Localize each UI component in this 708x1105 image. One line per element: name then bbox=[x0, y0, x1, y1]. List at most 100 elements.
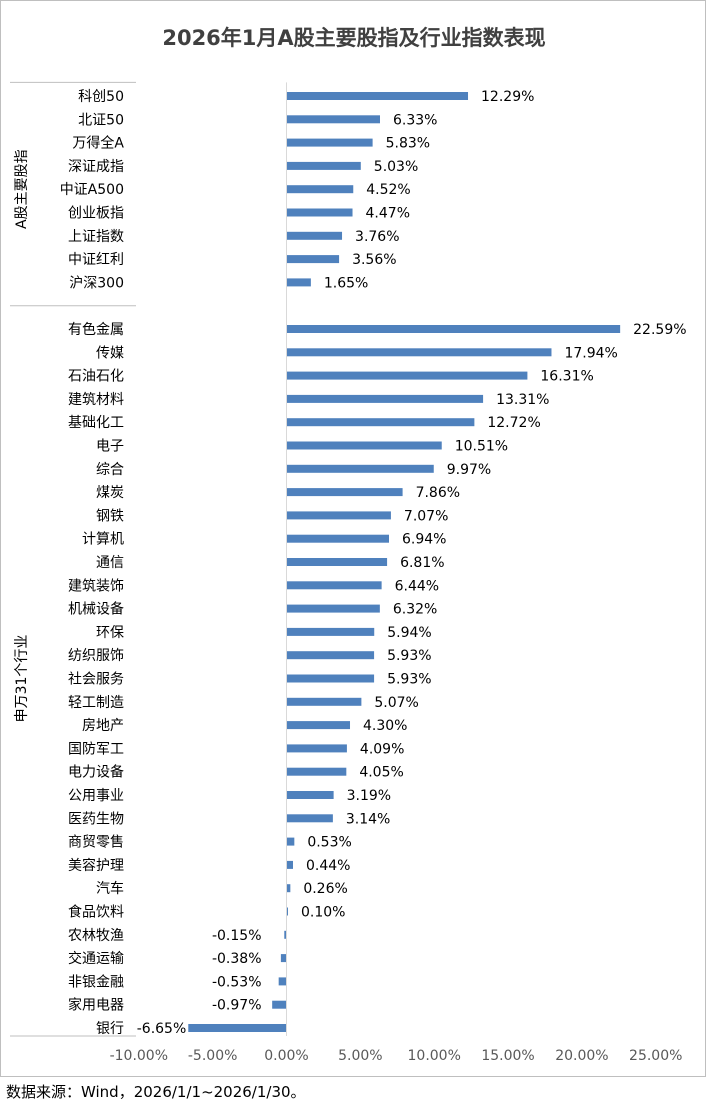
data-label: 13.31% bbox=[496, 392, 549, 408]
category-label: 科创50 bbox=[78, 89, 124, 105]
data-label: -0.15% bbox=[212, 928, 262, 944]
data-label: 6.33% bbox=[393, 112, 437, 128]
category-label: 沪深300 bbox=[69, 275, 124, 291]
category-label: 煤炭 bbox=[96, 485, 124, 501]
bar bbox=[272, 1000, 287, 1009]
data-label: 6.32% bbox=[393, 602, 437, 618]
data-label: -0.38% bbox=[212, 951, 262, 967]
bar bbox=[286, 860, 293, 869]
bar bbox=[286, 534, 390, 543]
bar bbox=[286, 744, 347, 753]
bar bbox=[286, 791, 334, 799]
bar bbox=[284, 930, 287, 939]
data-label: 12.72% bbox=[487, 415, 540, 431]
category-label: 基础化工 bbox=[68, 414, 124, 431]
bar bbox=[286, 138, 373, 147]
data-label: 5.93% bbox=[387, 648, 431, 664]
category-label: 建筑材料 bbox=[68, 392, 124, 408]
bar bbox=[286, 231, 343, 240]
category-label: 建筑装饰 bbox=[68, 578, 124, 594]
data-label: 9.97% bbox=[447, 462, 491, 478]
bar bbox=[286, 185, 354, 194]
category-label: 纺织服饰 bbox=[68, 648, 124, 664]
bar bbox=[286, 371, 528, 380]
bar bbox=[286, 208, 353, 217]
data-label: -0.53% bbox=[212, 974, 262, 990]
bar bbox=[286, 488, 403, 497]
category-label: 家用电器 bbox=[68, 997, 124, 1014]
bar bbox=[286, 814, 333, 823]
category-label: 银行 bbox=[96, 1021, 124, 1037]
category-label: 电力设备 bbox=[68, 764, 124, 781]
bar bbox=[286, 255, 340, 264]
x-tick-label: 0.00% bbox=[264, 1048, 308, 1064]
category-label: 钢铁 bbox=[96, 508, 124, 524]
data-label: 3.56% bbox=[352, 252, 396, 268]
x-tick-label: 10.00% bbox=[408, 1048, 461, 1064]
bar bbox=[286, 697, 362, 706]
bar bbox=[286, 348, 552, 357]
group-label: A股主要股指 bbox=[14, 149, 30, 229]
category-label: 医药生物 bbox=[68, 811, 124, 827]
x-tick-label: -10.00% bbox=[110, 1048, 168, 1064]
bar bbox=[286, 511, 391, 520]
x-tick-label: 15.00% bbox=[481, 1048, 534, 1064]
data-label: 4.30% bbox=[363, 718, 407, 734]
bar bbox=[286, 278, 311, 287]
category-label: 北证50 bbox=[78, 112, 124, 128]
category-label: 汽车 bbox=[96, 880, 124, 897]
group-label: 申万31个行业 bbox=[14, 635, 30, 723]
category-label: 商贸零售 bbox=[68, 835, 124, 851]
bar bbox=[286, 721, 351, 730]
data-label: 3.76% bbox=[355, 229, 399, 245]
bar bbox=[286, 161, 361, 170]
bar-chart: 科创50 12.29% 北证50 6.33% 万得全A 5.83% 深证成指 5.03% 中证A… bbox=[10, 81, 687, 1064]
data-label: -6.65% bbox=[137, 1021, 187, 1037]
data-label: 5.07% bbox=[374, 695, 418, 711]
bar bbox=[278, 977, 287, 986]
bar bbox=[286, 837, 295, 846]
category-label: 中证红利 bbox=[68, 252, 124, 268]
category-label: 环保 bbox=[96, 625, 124, 641]
category-label: 万得全A bbox=[72, 135, 124, 152]
bar bbox=[286, 441, 442, 450]
data-label: 3.19% bbox=[347, 788, 391, 804]
x-tick-label: -5.00% bbox=[188, 1048, 238, 1064]
category-label: 机械设备 bbox=[68, 601, 124, 618]
bar bbox=[286, 604, 380, 613]
bar bbox=[286, 884, 291, 893]
category-label: 公用事业 bbox=[68, 788, 124, 804]
category-label: 轻工制造 bbox=[68, 695, 124, 711]
data-label: 22.59% bbox=[633, 322, 686, 338]
data-label: 6.81% bbox=[400, 555, 444, 571]
data-label: 6.44% bbox=[395, 578, 439, 594]
category-label: 国防军工 bbox=[68, 741, 124, 757]
data-label: 4.05% bbox=[359, 765, 403, 781]
category-label: 农林牧渔 bbox=[68, 928, 124, 944]
source-note: 数据来源：Wind，2026/1/1~2026/1/30。 bbox=[6, 1083, 306, 1101]
category-label: 交通运输 bbox=[68, 950, 124, 967]
bar bbox=[280, 954, 287, 963]
data-label: 0.26% bbox=[303, 881, 347, 897]
category-label: 计算机 bbox=[82, 532, 124, 548]
chart-title: 2026年1月A股主要股指及行业指数表现 bbox=[162, 26, 546, 50]
bar bbox=[286, 674, 375, 683]
category-label: 深证成指 bbox=[68, 159, 124, 175]
category-label: 食品饮料 bbox=[68, 904, 124, 921]
data-label: 3.14% bbox=[346, 811, 390, 827]
bar bbox=[286, 558, 388, 566]
data-label: 7.07% bbox=[404, 508, 448, 524]
data-label: 16.31% bbox=[540, 369, 593, 385]
data-label: 5.94% bbox=[387, 625, 431, 641]
category-label: 中证A500 bbox=[60, 182, 124, 198]
category-label: 创业板指 bbox=[68, 206, 124, 222]
category-label: 社会服务 bbox=[68, 672, 124, 688]
data-label: 17.94% bbox=[564, 345, 617, 361]
data-label: 5.03% bbox=[374, 159, 418, 175]
bar bbox=[286, 464, 434, 473]
data-label: 1.65% bbox=[324, 275, 368, 291]
category-label: 非银金融 bbox=[68, 974, 124, 990]
category-label: 传媒 bbox=[96, 345, 124, 361]
bar bbox=[286, 325, 621, 333]
data-label: 4.47% bbox=[366, 206, 410, 222]
